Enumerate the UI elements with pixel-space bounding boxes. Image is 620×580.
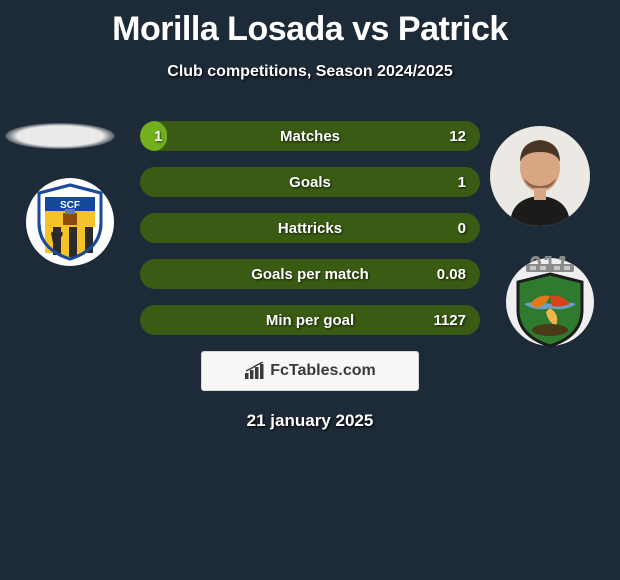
stat-left-value: 1 [140,128,220,145]
stat-row: Min per goal1127 [140,305,480,335]
right-club-crest [506,258,594,346]
left-club-crest: SCF [26,178,114,266]
stat-right-value: 1 [400,174,480,191]
bar-chart-icon [244,362,266,380]
stat-label: Goals [220,174,400,191]
stats-container: 1Matches12Goals1Hattricks0Goals per matc… [140,121,480,335]
stat-right-value: 0.08 [400,266,480,283]
stat-label: Hattricks [220,220,400,237]
date-label: 21 january 2025 [0,411,620,431]
stat-row: Hattricks0 [140,213,480,243]
stat-row: Goals1 [140,167,480,197]
stat-right-value: 1127 [400,312,480,329]
right-player-photo [490,126,590,226]
page-title: Morilla Losada vs Patrick [0,0,620,49]
stat-row: 1Matches12 [140,121,480,151]
stat-right-value: 12 [400,128,480,145]
branding-badge: FcTables.com [201,351,419,391]
stat-label: Goals per match [220,266,400,283]
stat-label: Min per goal [220,312,400,329]
stat-label: Matches [220,128,400,145]
stat-row: Goals per match0.08 [140,259,480,289]
stat-right-value: 0 [400,220,480,237]
subtitle: Club competitions, Season 2024/2025 [0,63,620,81]
left-player-shadow [5,123,115,149]
branding-text: FcTables.com [270,362,376,380]
